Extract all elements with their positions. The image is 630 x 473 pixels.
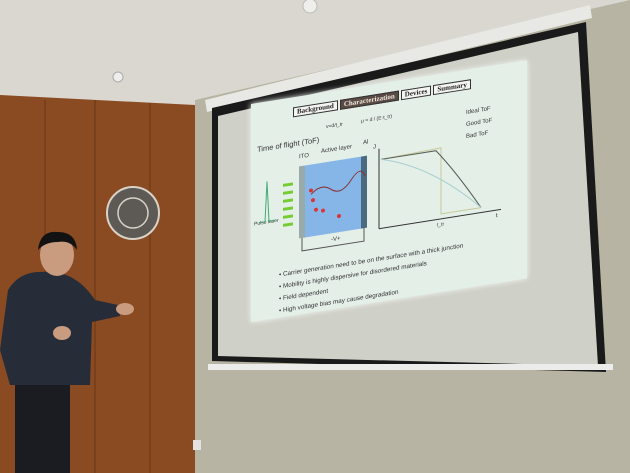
x-axis-label: t xyxy=(496,212,498,220)
y-axis-label: J xyxy=(373,144,376,151)
tab-characterization: Characterization xyxy=(339,90,399,110)
light-arrows xyxy=(283,182,293,227)
ceiling-light xyxy=(302,0,318,14)
slide-heading: Time of flight (ToF) xyxy=(257,135,320,155)
presentation-slide: Background Characterization Devices Summ… xyxy=(251,60,527,323)
ttr-label: t_tr xyxy=(437,221,445,229)
active-layer xyxy=(305,156,361,238)
ceiling-light xyxy=(112,71,124,83)
bad-tof-curve xyxy=(380,158,482,208)
institute-logo xyxy=(106,186,160,240)
screen-housing xyxy=(205,5,592,112)
good-tof-curve xyxy=(381,150,482,208)
tab-summary: Summary xyxy=(433,79,471,96)
legend-ideal: Ideal ToF xyxy=(466,106,491,116)
laser-pulse xyxy=(259,181,275,224)
presenter xyxy=(0,231,134,473)
al-layer xyxy=(361,155,367,229)
ideal-tof-curve xyxy=(380,147,481,215)
tab-devices: Devices xyxy=(400,85,432,101)
carrier-path xyxy=(310,170,366,195)
logo-ring xyxy=(117,197,149,229)
x-axis xyxy=(379,208,501,230)
ito-layer xyxy=(299,165,305,239)
mobility-formula: μ = d / (E·t_tr) xyxy=(361,113,393,125)
wall-socket xyxy=(193,440,201,450)
tof-diagram xyxy=(259,147,501,252)
carriers xyxy=(309,188,341,219)
circuit-wire xyxy=(301,228,365,252)
screen-bar xyxy=(208,364,613,370)
velocity-formula: v=d/t_tr xyxy=(326,121,343,131)
tab-background: Background xyxy=(293,100,338,118)
